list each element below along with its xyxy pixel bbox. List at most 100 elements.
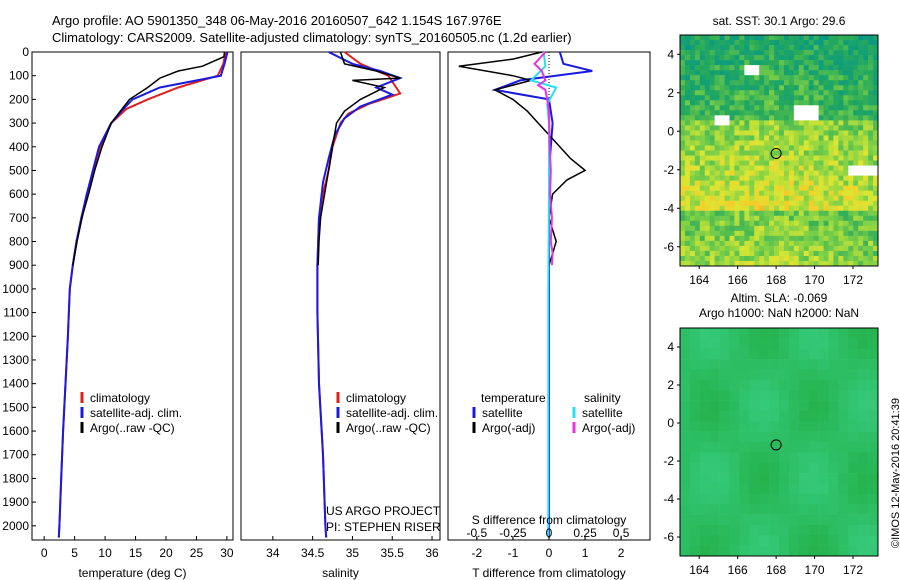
sst-cell bbox=[868, 185, 874, 191]
sst-cell bbox=[783, 35, 790, 41]
sst-cell bbox=[734, 65, 740, 71]
sla-cell bbox=[779, 524, 790, 536]
sst-cell bbox=[793, 120, 800, 126]
sst-cell bbox=[684, 95, 691, 101]
sst-cell bbox=[769, 105, 775, 111]
sst-cell bbox=[798, 80, 805, 86]
sst-cell bbox=[704, 225, 710, 232]
sst-cell bbox=[774, 140, 780, 146]
sst-cell bbox=[828, 175, 834, 181]
sst-cell bbox=[853, 260, 859, 267]
sst-cell bbox=[680, 130, 686, 136]
sst-cell bbox=[749, 165, 755, 171]
sst-cell bbox=[858, 235, 864, 242]
sst-cell bbox=[739, 85, 745, 91]
sla-cell bbox=[729, 348, 740, 360]
sla-cell bbox=[709, 431, 720, 443]
sst-cell bbox=[828, 105, 834, 111]
sst-cell bbox=[858, 40, 864, 46]
sst-cell bbox=[680, 40, 686, 46]
sst-cell bbox=[798, 200, 805, 207]
sst-cell bbox=[783, 60, 790, 66]
sst-cell bbox=[744, 235, 750, 242]
sst-cell bbox=[684, 200, 691, 207]
sst-cell bbox=[813, 150, 819, 156]
sst-cell bbox=[803, 105, 809, 111]
sst-cell bbox=[858, 160, 864, 166]
sst-cell bbox=[843, 145, 849, 151]
sst-cell bbox=[873, 115, 879, 121]
sst-cell bbox=[739, 195, 745, 202]
sla-cell bbox=[739, 410, 750, 422]
sst-cell bbox=[818, 35, 824, 41]
sst-cell bbox=[828, 125, 834, 131]
sst-cell bbox=[838, 95, 844, 101]
diff-legend-s-title: salinity bbox=[584, 391, 621, 405]
sst-cell bbox=[863, 65, 869, 71]
sst-cell bbox=[699, 60, 706, 66]
sla-cell bbox=[818, 379, 829, 391]
sst-cell bbox=[694, 185, 701, 191]
sst-cell bbox=[734, 55, 740, 61]
sst-cell bbox=[704, 40, 710, 46]
sst-cell bbox=[833, 155, 839, 161]
sst-cell bbox=[699, 155, 706, 161]
sla-cell bbox=[818, 421, 829, 432]
sst-cell bbox=[729, 220, 735, 227]
sst-cell bbox=[689, 140, 696, 146]
sst-cell bbox=[734, 155, 740, 161]
sst-cell bbox=[828, 240, 834, 247]
sst-cell bbox=[843, 200, 849, 207]
sst-cell bbox=[783, 215, 790, 222]
sst-cell bbox=[873, 235, 879, 242]
sla-cell bbox=[808, 390, 819, 401]
sst-cell bbox=[699, 215, 706, 222]
sst-cell bbox=[793, 175, 800, 181]
sst-cell bbox=[769, 135, 775, 141]
sst-cell bbox=[714, 150, 720, 156]
sst-cell bbox=[699, 210, 706, 217]
sla-cell bbox=[680, 359, 691, 370]
sst-cell bbox=[783, 165, 790, 171]
sst-cell bbox=[833, 185, 839, 191]
sla-cell bbox=[798, 421, 809, 432]
sst-cell bbox=[680, 85, 686, 91]
sst-cell bbox=[808, 235, 814, 242]
sst-cell bbox=[783, 260, 790, 267]
sst-cell bbox=[783, 210, 790, 217]
sst-cell bbox=[873, 125, 879, 131]
sst-map-ytick-label: 4 bbox=[667, 47, 674, 61]
sst-cell bbox=[779, 130, 785, 136]
sst-cell bbox=[724, 215, 730, 222]
sst-cell bbox=[769, 170, 775, 176]
sst-cell bbox=[848, 180, 854, 186]
sst-cell bbox=[709, 145, 715, 151]
sst-cell bbox=[749, 145, 755, 151]
sla-cell bbox=[858, 338, 869, 350]
sst-cell bbox=[858, 90, 864, 96]
sst-cell bbox=[764, 125, 770, 131]
sst-cell bbox=[769, 90, 775, 96]
sst-cell bbox=[858, 255, 864, 262]
sst-cell bbox=[759, 240, 765, 247]
sst-cell bbox=[764, 240, 770, 247]
sst-cell bbox=[719, 215, 725, 222]
sst-cell bbox=[689, 35, 696, 41]
sst-cell bbox=[828, 210, 834, 217]
sst-cell bbox=[853, 55, 859, 61]
sst-cell bbox=[793, 210, 800, 217]
sst-cell bbox=[823, 35, 829, 41]
sst-cell bbox=[774, 110, 780, 116]
sst-cell bbox=[714, 130, 720, 136]
sst-cell bbox=[714, 165, 720, 171]
sst-cell bbox=[734, 105, 740, 111]
sst-cell bbox=[769, 85, 775, 91]
sla-cell bbox=[798, 348, 809, 360]
sst-cell bbox=[719, 180, 725, 186]
sst-cell bbox=[868, 115, 874, 121]
sst-cell bbox=[689, 155, 696, 161]
sst-cell bbox=[724, 180, 730, 186]
sst-cell bbox=[863, 255, 869, 262]
sst-cell bbox=[709, 150, 715, 156]
sst-cell bbox=[709, 125, 715, 131]
